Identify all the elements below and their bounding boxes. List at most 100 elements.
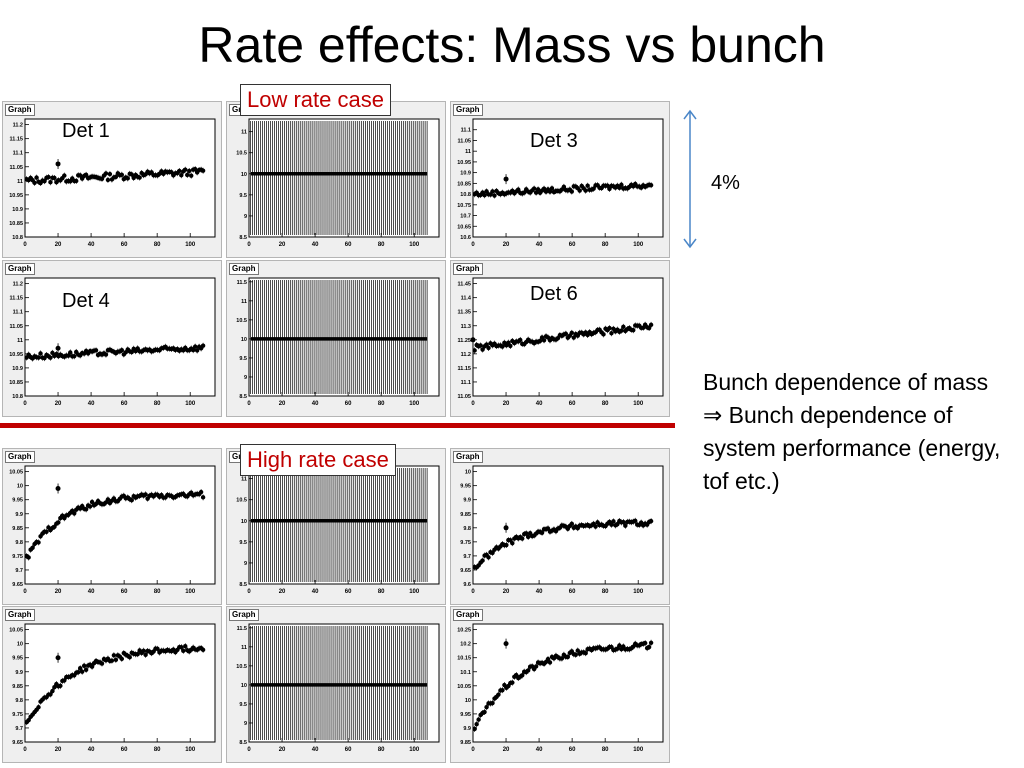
data-point bbox=[129, 349, 134, 355]
x-tick-label: 20 bbox=[503, 242, 510, 248]
data-point bbox=[36, 355, 41, 360]
detector-label: Det 1 bbox=[62, 120, 110, 142]
data-point bbox=[34, 175, 39, 180]
graph-tab[interactable]: Graph bbox=[5, 263, 35, 275]
y-tick-label: 10.1 bbox=[460, 670, 471, 676]
data-point bbox=[105, 497, 111, 502]
data-point bbox=[74, 178, 79, 184]
graph-tab[interactable]: Graph bbox=[453, 609, 483, 621]
chart-panel: Graph 0 20 40 60 80 100 10.6 10.65 10.7 10.75 10.8 1… bbox=[450, 101, 670, 258]
data-point bbox=[569, 330, 574, 336]
data-point bbox=[200, 647, 206, 653]
y-tick-label: 9.95 bbox=[460, 484, 471, 490]
y-tick-label: 10 bbox=[17, 642, 23, 648]
y-tick-label: 11 bbox=[17, 338, 23, 344]
y-tick-label: 11 bbox=[241, 477, 247, 483]
graph-tab[interactable]: Graph bbox=[5, 451, 35, 463]
data-point bbox=[480, 558, 485, 563]
data-point bbox=[155, 646, 160, 652]
y-tick-label: 9.65 bbox=[460, 568, 471, 574]
y-tick-label: 9.9 bbox=[463, 498, 471, 504]
y-tick-label: 10.95 bbox=[9, 193, 23, 199]
data-point-outlier bbox=[470, 337, 476, 343]
x-tick-label: 80 bbox=[154, 589, 161, 595]
x-tick-label: 60 bbox=[345, 242, 352, 248]
y-tick-label: 9.85 bbox=[12, 684, 23, 690]
x-tick-label: 60 bbox=[121, 747, 128, 753]
graph-tab[interactable]: Graph bbox=[453, 263, 483, 275]
graph-plot: 0 20 40 60 80 100 9.6 9.65 9.7 9.75 9.8 9.85 9.9 9.95… bbox=[460, 465, 664, 595]
x-tick-label: 20 bbox=[279, 589, 286, 595]
x-tick-label: 40 bbox=[88, 589, 95, 595]
x-tick-label: 100 bbox=[185, 589, 196, 595]
data-point bbox=[72, 354, 77, 359]
x-tick-label: 0 bbox=[247, 242, 251, 248]
graph-tab[interactable]: Graph bbox=[453, 104, 483, 116]
y-tick-label: 9.7 bbox=[15, 568, 23, 574]
data-point-outlier bbox=[55, 161, 61, 167]
graph-tab[interactable]: Graph bbox=[229, 263, 259, 275]
y-tick-label: 11.05 bbox=[10, 165, 23, 171]
data-point bbox=[83, 507, 89, 512]
x-tick-label: 40 bbox=[88, 401, 95, 407]
data-point-outlier bbox=[55, 485, 61, 491]
data-point bbox=[593, 524, 598, 529]
x-tick-label: 100 bbox=[633, 242, 644, 248]
data-point bbox=[62, 173, 67, 178]
data-point bbox=[541, 338, 547, 343]
y-tick-label: 11.05 bbox=[458, 138, 471, 144]
y-tick-label: 10.05 bbox=[457, 684, 471, 690]
data-point bbox=[83, 172, 89, 178]
data-point bbox=[621, 324, 626, 330]
x-tick-label: 20 bbox=[503, 589, 510, 595]
x-tick-label: 60 bbox=[345, 747, 352, 753]
x-tick-label: 80 bbox=[154, 747, 161, 753]
data-point bbox=[179, 644, 184, 650]
y-tick-label: 9.65 bbox=[12, 582, 23, 588]
y-tick-label: 9.5 bbox=[239, 193, 247, 199]
y-tick-label: 10.5 bbox=[236, 498, 247, 504]
graph-plot: 0 20 40 60 80 100 10.8 10.85 10.9 10.95 11 11.05 11.… bbox=[9, 118, 216, 248]
data-point bbox=[183, 643, 188, 649]
graph-tab[interactable]: Graph bbox=[5, 104, 35, 116]
graph-tab[interactable]: Graph bbox=[453, 451, 483, 463]
x-tick-label: 80 bbox=[602, 747, 609, 753]
y-tick-label: 10.8 bbox=[12, 394, 23, 400]
graph-tab[interactable]: Graph bbox=[5, 609, 35, 621]
chart-panel: Graph 0 20 40 60 80 100 8.5 9 9.5 10 10.5 11 11.5 bbox=[226, 606, 446, 763]
y-tick-label: 11 bbox=[241, 645, 247, 651]
y-tick-label: 9.95 bbox=[460, 712, 471, 718]
graph-plot: 0 20 40 60 80 100 8.5 9 9.5 10 10.5 11 11.5 bbox=[236, 623, 440, 753]
x-tick-label: 40 bbox=[536, 401, 543, 407]
data-point bbox=[89, 499, 95, 505]
x-tick-label: 100 bbox=[409, 589, 420, 595]
x-tick-label: 20 bbox=[279, 401, 286, 407]
y-tick-label: 9.5 bbox=[239, 356, 247, 362]
high-rate-callout: High rate case bbox=[240, 444, 396, 476]
y-tick-label: 10 bbox=[241, 519, 247, 525]
x-tick-label: 100 bbox=[409, 242, 420, 248]
graph-tab[interactable]: Graph bbox=[229, 609, 259, 621]
x-tick-label: 0 bbox=[23, 242, 27, 248]
x-tick-label: 60 bbox=[569, 747, 576, 753]
data-point bbox=[119, 172, 125, 178]
graph-plot: 0 20 40 60 80 100 10.6 10.65 10.7 10.75 10.8 10.85 1… bbox=[457, 118, 664, 248]
data-point bbox=[577, 188, 582, 193]
data-point bbox=[646, 325, 652, 331]
data-point bbox=[119, 347, 125, 353]
y-tick-label: 10.25 bbox=[457, 628, 471, 634]
y-tick-label: 10.75 bbox=[457, 203, 471, 209]
data-point bbox=[181, 648, 186, 654]
x-tick-label: 40 bbox=[88, 747, 95, 753]
data-point bbox=[50, 688, 55, 694]
y-tick-label: 9.75 bbox=[460, 540, 471, 546]
data-point bbox=[500, 344, 505, 349]
data-point bbox=[492, 193, 497, 198]
y-tick-label: 9.8 bbox=[15, 540, 23, 546]
data-point bbox=[569, 189, 574, 194]
graph-plot: 0 20 40 60 80 100 8.5 9 9.5 10 10.5 11 bbox=[236, 465, 440, 595]
x-tick-label: 0 bbox=[471, 589, 475, 595]
x-tick-label: 0 bbox=[247, 589, 251, 595]
y-tick-label: 9 bbox=[244, 375, 247, 381]
x-tick-label: 0 bbox=[247, 747, 251, 753]
